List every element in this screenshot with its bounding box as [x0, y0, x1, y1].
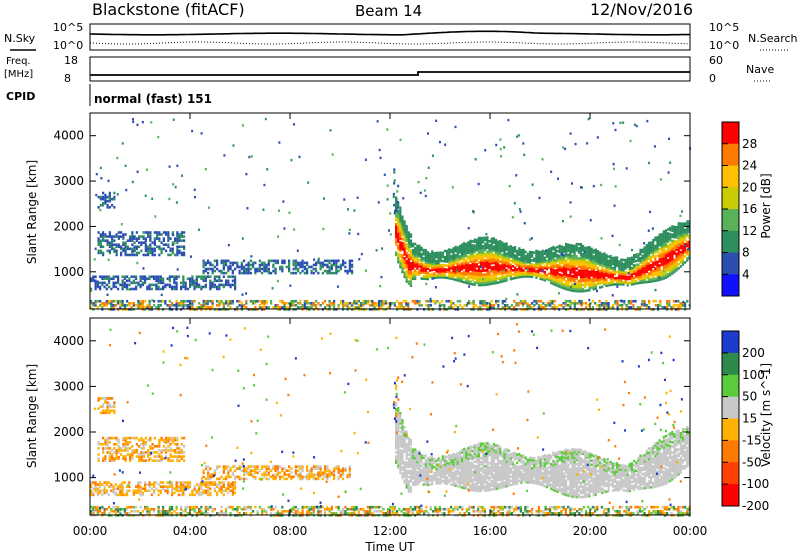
colorbar-tick-label: 8 [742, 246, 750, 260]
freq-panel: Freq. [MHz] 18 8 60 0 Nave [4, 54, 774, 85]
colorbar-tick-label: 50 [742, 390, 757, 404]
colorbar-swatch [722, 484, 739, 507]
nsearch-label: N.Search [748, 32, 798, 45]
colorbar-tick-label: 12 [742, 224, 757, 238]
x-tick-label: 04:00 [173, 524, 208, 538]
y-tick-label: 3000 [53, 379, 84, 393]
freq-unit-label: [MHz] [4, 69, 33, 80]
colorbar-tick-label: -100 [742, 477, 769, 491]
y-tick-label: 2000 [53, 219, 84, 233]
cpid-text: normal (fast) 151 [94, 92, 212, 106]
power-heatmap [90, 117, 692, 311]
colorbar-swatch [722, 165, 739, 188]
colorbar-tick-label: 100 [742, 368, 765, 382]
x-tick-label: 00:00 [73, 524, 108, 538]
colorbar-swatch [722, 209, 739, 232]
nsearch-series [89, 41, 691, 45]
colorbar-swatch [722, 252, 739, 275]
colorbar-swatch [722, 331, 739, 354]
nave-label: Nave [746, 63, 774, 76]
noise-right-tick-bottom: 10^0 [709, 39, 739, 52]
nave-tick-top: 60 [709, 54, 723, 67]
power-y-label: Slant Range [km] [25, 160, 39, 264]
colorbar-tick-label: 20 [742, 180, 757, 194]
y-tick-label: 4000 [53, 334, 84, 348]
colorbar-swatch [722, 187, 739, 210]
velocity-y-ticks: 4000 3000 2000 1000 [53, 334, 690, 485]
colorbar-tick-label: 16 [742, 202, 757, 216]
x-tick-label: 20:00 [573, 524, 608, 538]
x-axis-ticks: 00:00 04:00 08:00 12:00 16:00 20:00 00:00 [73, 113, 708, 538]
radar-title: Blackstone (fitACF) [92, 0, 245, 19]
colorbar-swatch [722, 352, 739, 376]
velocity-colorbar-label: Velocity [m s^-1] [759, 363, 773, 467]
nsky-series [89, 30, 691, 36]
freq-label: Freq. [6, 56, 31, 67]
freq-tick-top: 18 [64, 54, 78, 67]
noise-right-tick-top: 10^5 [709, 21, 739, 34]
beam-title: Beam 14 [355, 2, 422, 20]
power-colorbar-label: Power [dB] [759, 173, 773, 238]
date-title: 12/Nov/2016 [590, 0, 693, 19]
x-tick-label: 12:00 [373, 524, 408, 538]
freq-tick-bottom: 8 [64, 72, 71, 85]
noise-panel: N.Sky 10^5 10^0 10^5 10^0 N.Search [4, 21, 798, 52]
x-tick-label: 00:00 [673, 524, 708, 538]
nave-tick-bottom: 0 [709, 72, 716, 85]
colorbar-tick-label: 24 [742, 159, 757, 173]
colorbar-tick-label: 4 [742, 267, 750, 281]
velocity-colorbar: 200 100 50 15 -15 -50 -100 -200 [721, 330, 769, 513]
colorbar-swatch [722, 274, 739, 297]
y-tick-label: 4000 [53, 129, 84, 143]
power-colorbar: 28 24 20 16 12 8 4 [721, 121, 757, 297]
y-tick-label: 3000 [53, 174, 84, 188]
velocity-heatmap [90, 323, 691, 517]
cpid-panel: CPID normal (fast) 151 [6, 84, 212, 106]
colorbar-swatch [722, 374, 739, 398]
colorbar-swatch [722, 396, 739, 419]
colorbar-swatch [722, 440, 739, 463]
colorbar-tick-label: 28 [742, 137, 757, 151]
colorbar-tick-label: -200 [742, 499, 769, 513]
x-tick-label: 08:00 [273, 524, 308, 538]
cpid-label: CPID [6, 90, 35, 103]
y-tick-label: 1000 [53, 265, 84, 279]
power-panel: 4000 3000 2000 1000 Slant Range [km] 28 24 20… [25, 112, 773, 311]
velocity-y-label: Slant Range [km] [25, 364, 39, 468]
colorbar-tick-label: -50 [742, 455, 762, 469]
colorbar-tick-label: 15 [742, 412, 757, 426]
colorbar-tick-label: -15 [742, 433, 762, 447]
nsky-label: N.Sky [4, 32, 36, 45]
y-tick-label: 1000 [53, 471, 84, 485]
colorbar-swatch [722, 418, 739, 441]
power-y-ticks: 4000 3000 2000 1000 [53, 129, 690, 279]
noise-left-tick-top: 10^5 [53, 21, 83, 34]
colorbar-swatch [722, 230, 739, 253]
x-axis-label: Time UT [364, 540, 415, 554]
colorbar-swatch [722, 122, 739, 145]
freq-series [90, 71, 690, 76]
noise-left-tick-bottom: 10^0 [53, 39, 83, 52]
x-tick-label: 16:00 [473, 524, 508, 538]
colorbar-tick-label: 200 [742, 346, 765, 360]
velocity-panel: 4000 3000 2000 1000 Slant Range [km] 200 100… [25, 317, 773, 517]
colorbar-swatch [722, 143, 739, 166]
colorbar-swatch [722, 462, 739, 485]
y-tick-label: 2000 [53, 425, 84, 439]
